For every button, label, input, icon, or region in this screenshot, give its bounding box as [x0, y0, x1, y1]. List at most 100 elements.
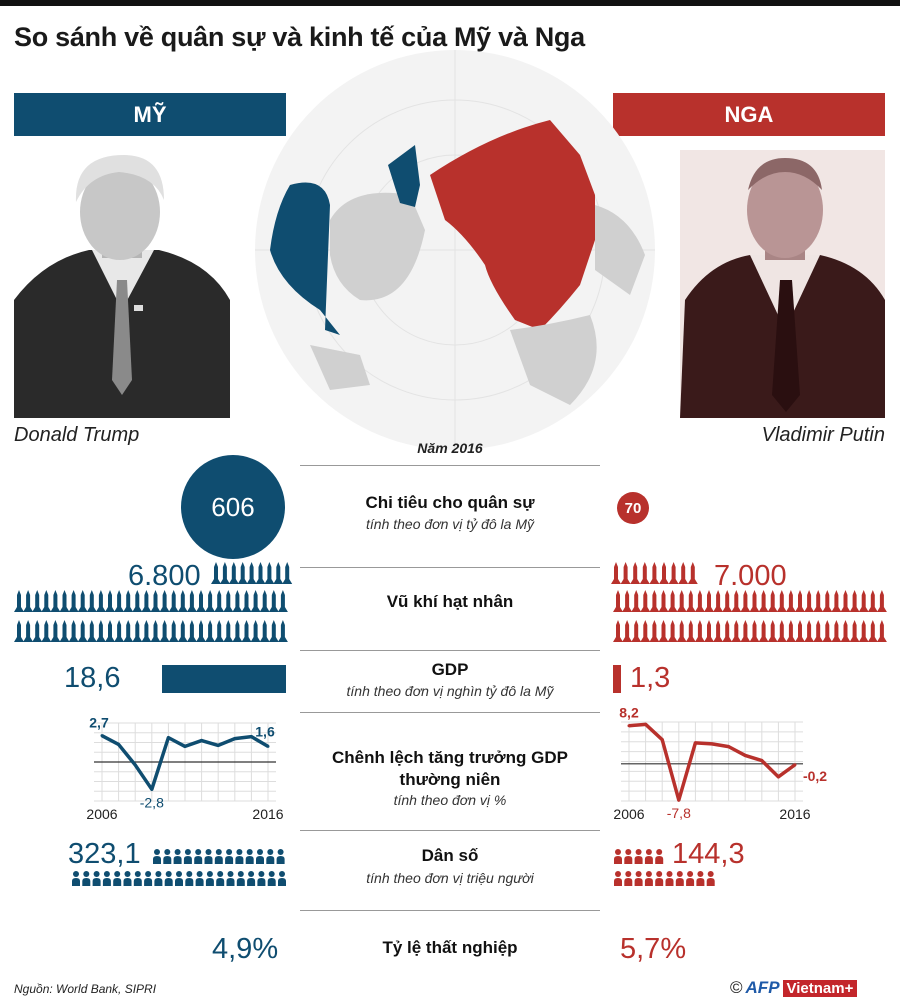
- nuclear-missile-icon: [219, 562, 230, 584]
- nuclear-missile-icon: [704, 620, 714, 642]
- nuclear-missile-icon: [59, 590, 70, 612]
- nuclear-missile-icon: [123, 620, 134, 642]
- nuclear-missile-icon: [196, 620, 206, 642]
- globe-map: [255, 50, 655, 450]
- person-icon-body: [696, 878, 705, 886]
- nuclear-missile-icon: [658, 590, 669, 612]
- russia-gdp-value: 1,3: [630, 662, 671, 694]
- nuclear-missile-icon: [177, 590, 188, 612]
- nuclear-missile-icon: [776, 590, 787, 612]
- nuclear-missile-icon: [849, 620, 860, 642]
- nuclear-missile-icon: [273, 562, 284, 584]
- nuclear-missile-icon: [722, 620, 733, 642]
- person-icon: [226, 849, 233, 855]
- nuclear-missile-icon: [214, 620, 225, 642]
- data-point: [133, 763, 137, 767]
- nuclear-missile-icon: [676, 620, 687, 642]
- nuclear-missile-icon: [867, 590, 878, 612]
- person-icon: [174, 849, 181, 855]
- us-banner: MỸ: [14, 93, 286, 136]
- nuclear-missile-icon: [678, 562, 689, 584]
- nuclear-missile-icon: [41, 590, 52, 612]
- nuclear-missile-icon: [250, 590, 261, 612]
- person-icon: [164, 849, 171, 855]
- x-tick-label: 2006: [613, 806, 644, 822]
- person-icon: [645, 849, 652, 855]
- page-title: So sánh về quân sự và kinh tế của Mỹ và …: [14, 22, 585, 52]
- nuclear-missile-icon: [50, 590, 61, 612]
- person-icon: [645, 871, 652, 877]
- nuclear-missile-icon: [822, 590, 833, 612]
- data-point: [166, 736, 170, 740]
- us-gdp-bar: [162, 665, 286, 693]
- population-subtitle: tính theo đơn vị triệu người: [366, 870, 534, 886]
- person-icon: [195, 849, 202, 855]
- nuclear-missile-icon: [241, 590, 252, 612]
- person-icon-body: [634, 856, 643, 864]
- nuclear-missile-icon: [32, 620, 43, 642]
- nuclear-missile-icon: [685, 620, 696, 642]
- person-icon-body: [235, 856, 244, 864]
- divider: [300, 465, 600, 466]
- person-icon-body: [686, 878, 695, 886]
- russia-gdp-bar: [613, 665, 621, 693]
- nuclear-missile-icon: [23, 620, 34, 642]
- person-icon-body: [266, 856, 275, 864]
- growth-title-line2: thường niên: [399, 770, 501, 789]
- divider: [300, 910, 600, 911]
- nuclear-missile-icon: [639, 562, 650, 584]
- nuclear-missile-icon: [749, 620, 760, 642]
- data-point: [249, 735, 253, 739]
- person-icon-body: [164, 878, 173, 886]
- russia-growth-chart: 8,2 -7,8 -0,2 2006 2016: [613, 705, 827, 822]
- person-icon-body: [278, 878, 286, 886]
- nuclear-missile-icon: [804, 620, 815, 642]
- person-icon-body: [194, 856, 203, 864]
- nuclear-missile-icon: [667, 590, 678, 612]
- growth-subtitle: tính theo đơn vị %: [393, 792, 507, 808]
- nuclear-missile-icon: [50, 620, 61, 642]
- nuclear-missile-icon: [822, 620, 833, 642]
- nuclear-missile-icon: [250, 620, 261, 642]
- nuclear-missile-icon: [105, 590, 115, 612]
- gdp-subtitle: tính theo đơn vị nghìn tỷ đô la Mỹ: [346, 683, 554, 699]
- nuclear-missile-icon: [831, 590, 842, 612]
- nuclear-missile-icon: [68, 590, 79, 612]
- person-icon: [227, 871, 234, 877]
- nuclear-missile-icon: [795, 590, 805, 612]
- person-icon-body: [72, 878, 80, 886]
- nuclear-missile-icon: [277, 590, 288, 612]
- person-icon-body: [256, 856, 264, 864]
- nuclear-missile-icon: [86, 590, 97, 612]
- putin-photo: [680, 150, 885, 418]
- population-icons: [72, 849, 715, 886]
- nuclear-missile-icon: [649, 562, 660, 584]
- nuclear-missile-icon: [268, 620, 279, 642]
- person-icon: [145, 871, 152, 877]
- us-military-spending: 606: [181, 455, 285, 559]
- person-icon-body: [634, 878, 643, 886]
- nuclear-missile-icon: [795, 620, 805, 642]
- nuclear-missile-icon: [223, 620, 234, 642]
- person-icon-body: [675, 878, 684, 886]
- nuclear-missile-icon: [659, 562, 669, 584]
- top-bar: [0, 0, 900, 6]
- nuclear-missile-icon: [105, 620, 115, 642]
- nuclear-missile-icon: [241, 620, 252, 642]
- person-icon: [257, 849, 263, 855]
- nuclear-missile-icon: [849, 590, 860, 612]
- nuclear-missile-icon: [758, 620, 769, 642]
- russia-leader-name: Vladimir Putin: [761, 424, 885, 446]
- nuclear-missile-icon: [259, 590, 270, 612]
- usa-shape: [270, 182, 340, 335]
- data-point: [710, 742, 714, 746]
- nuclear-missile-icon: [95, 620, 106, 642]
- x-tick-label: 2016: [252, 806, 283, 822]
- data-point: [200, 739, 204, 743]
- nuclear-missile-icon: [228, 562, 239, 584]
- data-point: [727, 745, 731, 749]
- person-icon: [155, 871, 162, 877]
- nuclear-missile-icon: [613, 620, 623, 642]
- nuclear-missile-icon: [630, 562, 641, 584]
- nuclear-missile-icon: [132, 620, 143, 642]
